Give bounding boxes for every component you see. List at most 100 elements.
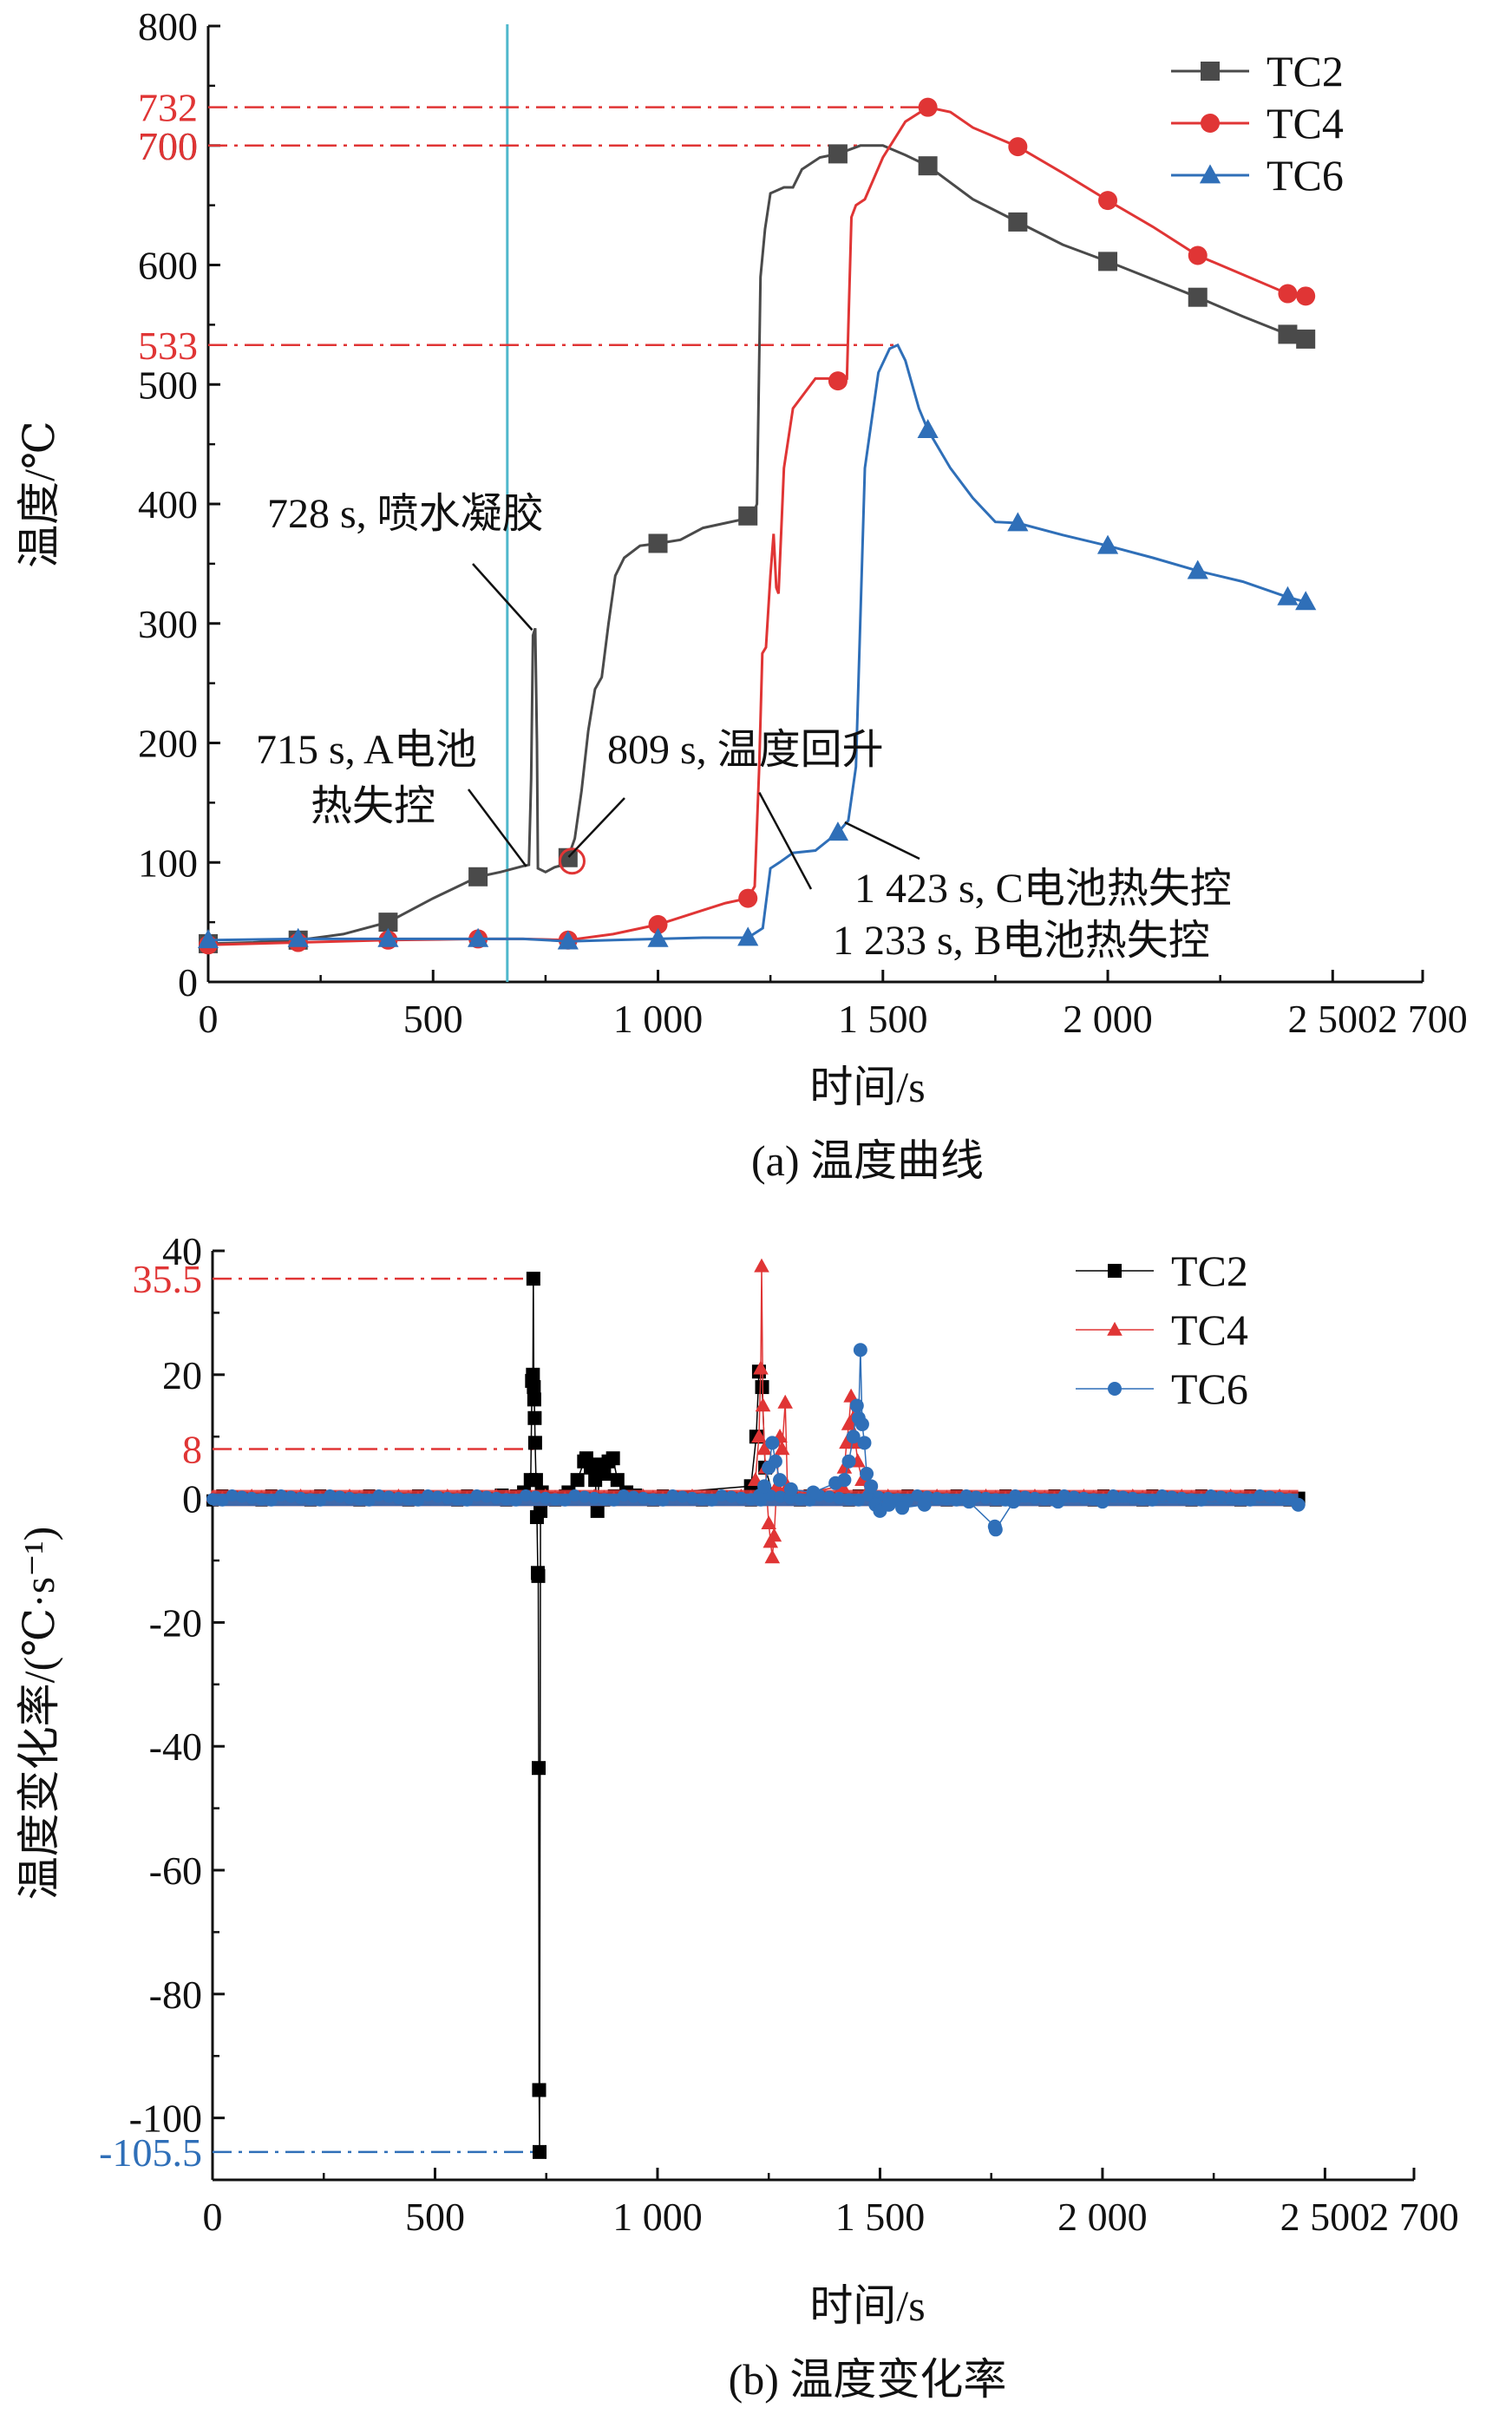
band-point-TC6 (520, 1489, 533, 1502)
chart-b-axes: 0 500 1 000 1 500 2 000 2 500 2 700 40 20 0 -20 -40… (129, 1229, 1459, 2239)
data-point-TC2 (918, 156, 938, 176)
data-point-TC6 (737, 926, 759, 946)
band-point-TC6 (441, 1491, 454, 1504)
band-point-TC6 (1263, 1490, 1276, 1503)
band-point-TC6 (822, 1490, 835, 1503)
data-point-TC6 (841, 1454, 856, 1469)
band-point-TC6 (794, 1493, 807, 1506)
band-point-TC6 (1253, 1489, 1267, 1502)
band-point-TC6 (529, 1490, 542, 1503)
data-point-TC6 (860, 1467, 874, 1482)
band-point-TC6 (1146, 1494, 1159, 1507)
reference-label-732: 732 (138, 86, 198, 130)
band-point-TC6 (1205, 1489, 1218, 1502)
data-point-TC4 (1098, 191, 1118, 211)
band-point-TC6 (559, 1494, 572, 1507)
annotation-ann-715-line1: 715 s, A电池 (256, 727, 477, 773)
chart-b-ylabel: 温度变化率/(℃·s⁻¹) (15, 1527, 63, 1901)
data-point-TC2 (755, 1380, 769, 1395)
annotation-leader-ann-809 (567, 797, 625, 858)
data-point-TC2 (468, 867, 488, 887)
data-point-TC2 (526, 1272, 540, 1286)
x-tick-label: 1 500 (835, 2195, 926, 2239)
data-point-TC2 (828, 144, 848, 164)
data-point-TC2 (378, 913, 398, 932)
band-point-TC6 (1185, 1493, 1198, 1506)
legend-label-TC2: TC2 (1267, 47, 1344, 95)
annotation-leader-ann-715-line1 (467, 788, 527, 867)
data-point-TC4 (738, 888, 758, 908)
data-point-TC2 (1098, 252, 1118, 272)
data-point-TC6 (988, 1522, 1003, 1537)
data-point-TC6 (1096, 534, 1119, 554)
annotation-ann-809: 809 s, 温度回升 (607, 727, 884, 773)
band-point-TC6 (461, 1494, 474, 1507)
y-tick-label: 0 (182, 1477, 202, 1521)
data-point-TC2 (527, 1392, 541, 1407)
data-point-TC4 (754, 1258, 769, 1273)
data-point-TC6 (377, 927, 399, 947)
band-point-TC6 (1155, 1489, 1168, 1502)
band-point-TC6 (422, 1489, 435, 1502)
band-point-TC6 (1224, 1491, 1237, 1504)
x-tick-label: 2 700 (1378, 997, 1468, 1041)
band-point-TC6 (333, 1490, 346, 1503)
y-tick-label: 600 (138, 244, 198, 288)
data-point-TC4 (774, 1441, 790, 1456)
data-point-TC6 (468, 927, 489, 947)
legend-marker-TC2 (1108, 1264, 1122, 1278)
band-point-TC6 (666, 1489, 679, 1502)
y-tick-label: 200 (138, 722, 198, 766)
legend-marker-TC6 (1199, 164, 1221, 184)
legend-label-TC6: TC6 (1171, 1364, 1248, 1413)
x-tick-label: 500 (405, 2195, 465, 2239)
legend-marker-TC4 (1107, 1321, 1123, 1336)
data-point-TC2 (526, 1367, 540, 1382)
data-point-TC4 (843, 1388, 859, 1403)
data-point-TC2 (590, 1503, 605, 1518)
data-point-TC4 (753, 1360, 769, 1375)
band-point-TC6 (226, 1489, 239, 1502)
data-point-TC6 (1006, 1495, 1021, 1509)
data-point-TC2 (533, 2144, 547, 2159)
data-point-TC6 (849, 1398, 864, 1413)
annotation-ann-1233: 1 233 s, B电池热失控 (833, 918, 1210, 964)
band-point-TC6 (568, 1489, 581, 1502)
y-tick-label: 20 (162, 1353, 202, 1397)
y-tick-label: -40 (149, 1724, 202, 1769)
band-point-TC6 (833, 1491, 846, 1504)
band-point-TC6 (490, 1491, 503, 1504)
band-point-TC6 (1028, 1491, 1041, 1504)
band-point-TC6 (304, 1493, 317, 1506)
x-tick-label: 2 000 (1063, 997, 1153, 1041)
data-point-TC2 (532, 1761, 547, 1776)
band-point-TC6 (245, 1491, 259, 1504)
annotation-leader-ann-728 (472, 563, 533, 631)
annotation-ann-728: 728 s, 喷水凝胶 (267, 491, 544, 537)
data-point-TC2 (528, 1473, 543, 1488)
data-point-TC2 (532, 2083, 547, 2097)
data-point-TC4 (777, 1394, 793, 1409)
band-point-TC6 (578, 1490, 591, 1503)
band-point-TC6 (1116, 1490, 1129, 1503)
band-point-TC6 (343, 1491, 356, 1504)
chart-a: 温度/℃ 时间/s (a) 温度曲线 0 500 1 000 1 500 2 000 2 … (15, 4, 1468, 1185)
data-point-TC4 (828, 371, 848, 391)
band-point-TC6 (911, 1489, 924, 1502)
data-point-TC2 (1296, 329, 1316, 349)
series-line-TC2 (435, 1279, 1299, 2152)
data-point-TC6 (846, 1430, 861, 1444)
band-point-TC6 (1234, 1493, 1247, 1506)
x-tick-label: 1 000 (613, 997, 704, 1041)
band-point-TC6 (696, 1493, 709, 1506)
series-TC4 (199, 97, 1316, 955)
chart-a-xlabel: 时间/s (809, 1063, 925, 1111)
data-point-TC4 (648, 914, 668, 934)
band-point-TC6 (1214, 1490, 1227, 1503)
x-tick-label: 2 700 (1369, 2195, 1459, 2239)
band-point-TC6 (842, 1493, 855, 1506)
y-tick-label: 300 (138, 602, 198, 646)
legend-marker-TC4 (1201, 114, 1220, 133)
data-point-TC6 (1007, 512, 1029, 532)
